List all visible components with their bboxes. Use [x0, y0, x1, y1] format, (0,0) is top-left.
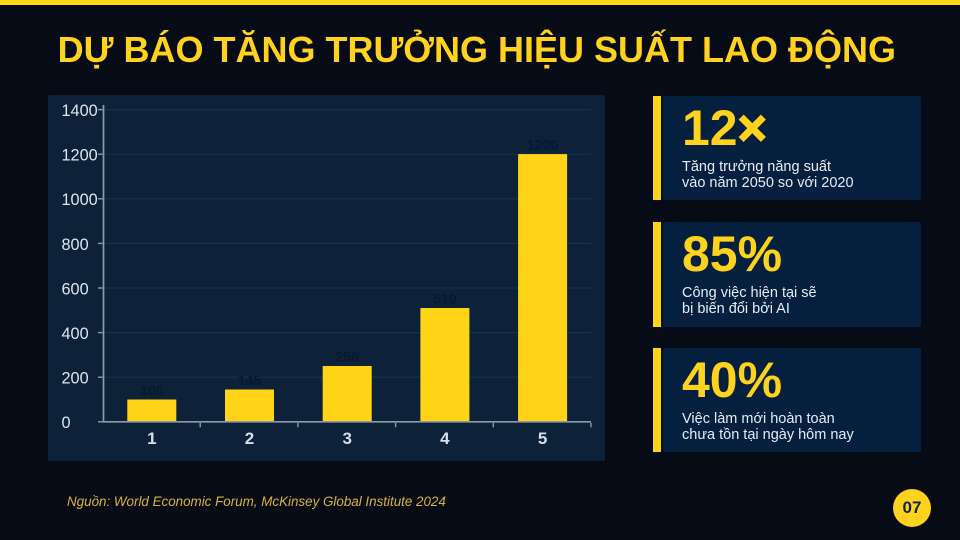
svg-text:0: 0: [62, 414, 71, 432]
svg-text:1200: 1200: [527, 136, 558, 152]
svg-text:100: 100: [140, 382, 164, 398]
svg-text:1400: 1400: [62, 102, 98, 120]
svg-text:5: 5: [538, 429, 547, 448]
svg-text:200: 200: [62, 370, 89, 388]
svg-text:400: 400: [62, 325, 89, 343]
svg-text:600: 600: [62, 280, 89, 298]
svg-text:1000: 1000: [62, 191, 98, 209]
svg-text:145: 145: [238, 372, 262, 388]
svg-text:2: 2: [245, 429, 254, 448]
svg-text:1: 1: [147, 429, 156, 448]
svg-text:4: 4: [440, 429, 450, 448]
svg-text:250: 250: [336, 348, 360, 364]
svg-text:1200: 1200: [62, 147, 98, 165]
svg-text:3: 3: [342, 429, 351, 448]
svg-text:800: 800: [62, 236, 89, 254]
svg-text:510: 510: [433, 290, 457, 306]
